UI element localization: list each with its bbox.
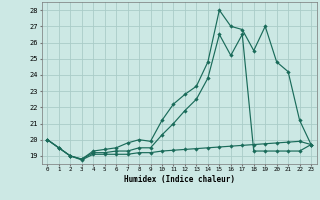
X-axis label: Humidex (Indice chaleur): Humidex (Indice chaleur)	[124, 175, 235, 184]
